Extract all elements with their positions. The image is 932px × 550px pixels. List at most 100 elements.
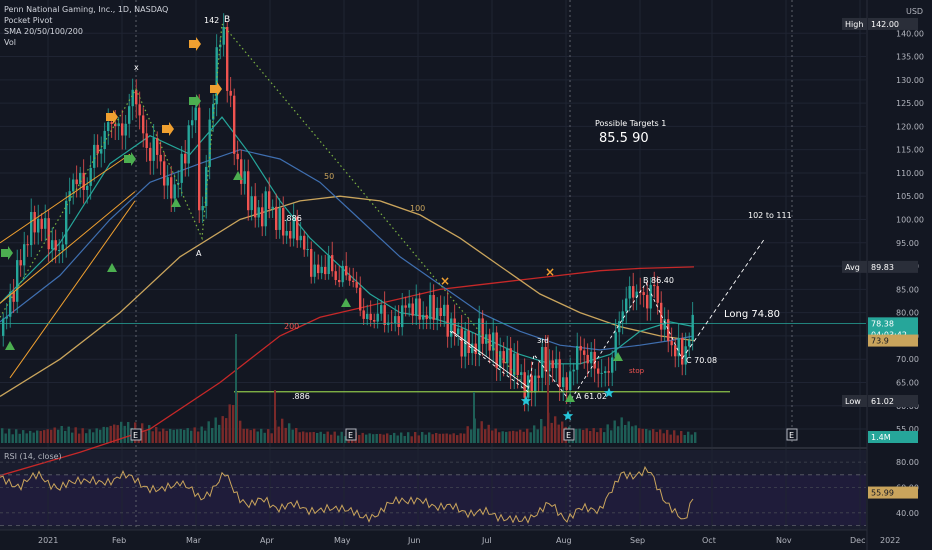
time-axis-label: Aug <box>556 536 572 545</box>
avg-label-text: Avg <box>845 263 860 272</box>
label-ma100: 100 <box>410 204 425 213</box>
volume-bar <box>631 426 634 443</box>
volume-bar <box>319 431 322 443</box>
volume-bar <box>536 429 539 443</box>
candle-body <box>341 265 344 283</box>
candle-body <box>471 343 474 354</box>
volume-bar <box>512 430 515 443</box>
candle-body <box>660 302 663 330</box>
candle-body <box>51 240 54 250</box>
candle-body <box>572 369 575 372</box>
last-price-tag: 78.38 <box>868 317 918 330</box>
candle-body <box>429 295 432 320</box>
sma50-line <box>0 149 695 351</box>
volume-bar <box>582 429 585 443</box>
volume-bar <box>60 426 63 443</box>
volume-bar <box>141 423 144 443</box>
volume-bar <box>116 425 119 443</box>
price-tick-label: 55.00 <box>896 425 919 434</box>
price-tick-label: 120.00 <box>896 122 924 131</box>
volume-value-tag-text: 1.4M <box>871 433 891 442</box>
candle-body <box>607 371 610 373</box>
candle-body <box>362 310 365 319</box>
candle-body <box>632 286 635 298</box>
volume-bar <box>256 431 259 443</box>
candle-body <box>691 314 694 341</box>
candle-body <box>408 303 411 308</box>
volume-bar <box>148 425 151 443</box>
volume-bar <box>8 428 11 443</box>
volume-bar <box>372 434 375 443</box>
candle-body <box>173 184 176 199</box>
volume-bar <box>494 428 497 443</box>
candle-body <box>152 138 155 161</box>
candle-body <box>681 338 684 365</box>
candle-body <box>247 171 250 211</box>
earnings-marker-2: E <box>563 428 575 441</box>
candle-body <box>555 359 558 369</box>
label-third: 3rd <box>537 337 549 345</box>
candle-body <box>9 291 12 317</box>
volume-bar <box>683 435 686 443</box>
candle-body <box>618 321 621 333</box>
label-stop: stop <box>629 367 645 375</box>
volume-bar <box>211 428 214 443</box>
volume-bar <box>526 428 529 443</box>
volume-bar <box>599 428 602 443</box>
legend-sma[interactable]: SMA 20/50/100/200 <box>4 27 83 36</box>
volume-bar <box>557 424 560 443</box>
signal-arrow-5 <box>189 37 201 51</box>
volume-bar <box>74 427 77 443</box>
volume-bar <box>176 429 179 443</box>
candle-body <box>663 319 666 330</box>
candle-body <box>296 216 299 241</box>
time-axis-label: 2021 <box>38 536 58 545</box>
volume-bar <box>270 433 273 443</box>
volume-bar <box>505 431 508 443</box>
volume-bar <box>284 427 287 443</box>
volume-bar <box>613 420 616 443</box>
candle-body <box>264 191 267 227</box>
label-point-142: 142 <box>204 16 219 25</box>
volume-bar <box>11 434 14 443</box>
volume-bar <box>487 424 490 443</box>
candle-body <box>100 149 103 154</box>
price-tick-label: 85.00 <box>896 285 919 294</box>
volume-bar <box>312 432 315 443</box>
volume-bar <box>554 416 557 443</box>
volume-bar <box>596 432 599 443</box>
volume-bar <box>438 433 441 443</box>
price-tick-label: 110.00 <box>896 169 924 178</box>
candle-body <box>40 218 43 229</box>
volume-bar <box>519 429 522 443</box>
legend-pocket-pivot[interactable]: Pocket Pivot <box>4 16 53 25</box>
candle-body <box>58 250 61 251</box>
low-label: Low <box>842 395 867 408</box>
volume-bar <box>183 429 186 443</box>
volume-bar <box>690 434 693 443</box>
cross-marker-2: × <box>545 265 555 279</box>
candle-body <box>387 322 390 325</box>
volume-bar <box>673 430 676 443</box>
candle-body <box>110 122 113 124</box>
time-axis-label: Apr <box>260 536 275 545</box>
avg-label-background <box>842 260 867 273</box>
volume-bar <box>456 435 459 443</box>
signal-arrow-1 <box>124 152 136 166</box>
candle-body <box>548 360 551 372</box>
candle-body <box>667 319 670 341</box>
volume-bar <box>207 421 210 443</box>
candle-body <box>303 235 306 250</box>
high-label-background <box>842 17 867 30</box>
legend-volume[interactable]: Vol <box>4 38 16 47</box>
rsi-pane: RSI (14, close) <box>0 452 866 526</box>
candle-body <box>205 166 208 206</box>
candle-body <box>366 313 369 319</box>
high-value-tag-background <box>868 17 918 30</box>
label-ma200: 200 <box>284 322 299 331</box>
legend-symbol[interactable]: Penn National Gaming, Inc., 1D, NASDAQ <box>4 5 169 14</box>
volume-bar <box>165 430 168 443</box>
candle-body <box>261 207 264 227</box>
grid <box>0 0 932 531</box>
